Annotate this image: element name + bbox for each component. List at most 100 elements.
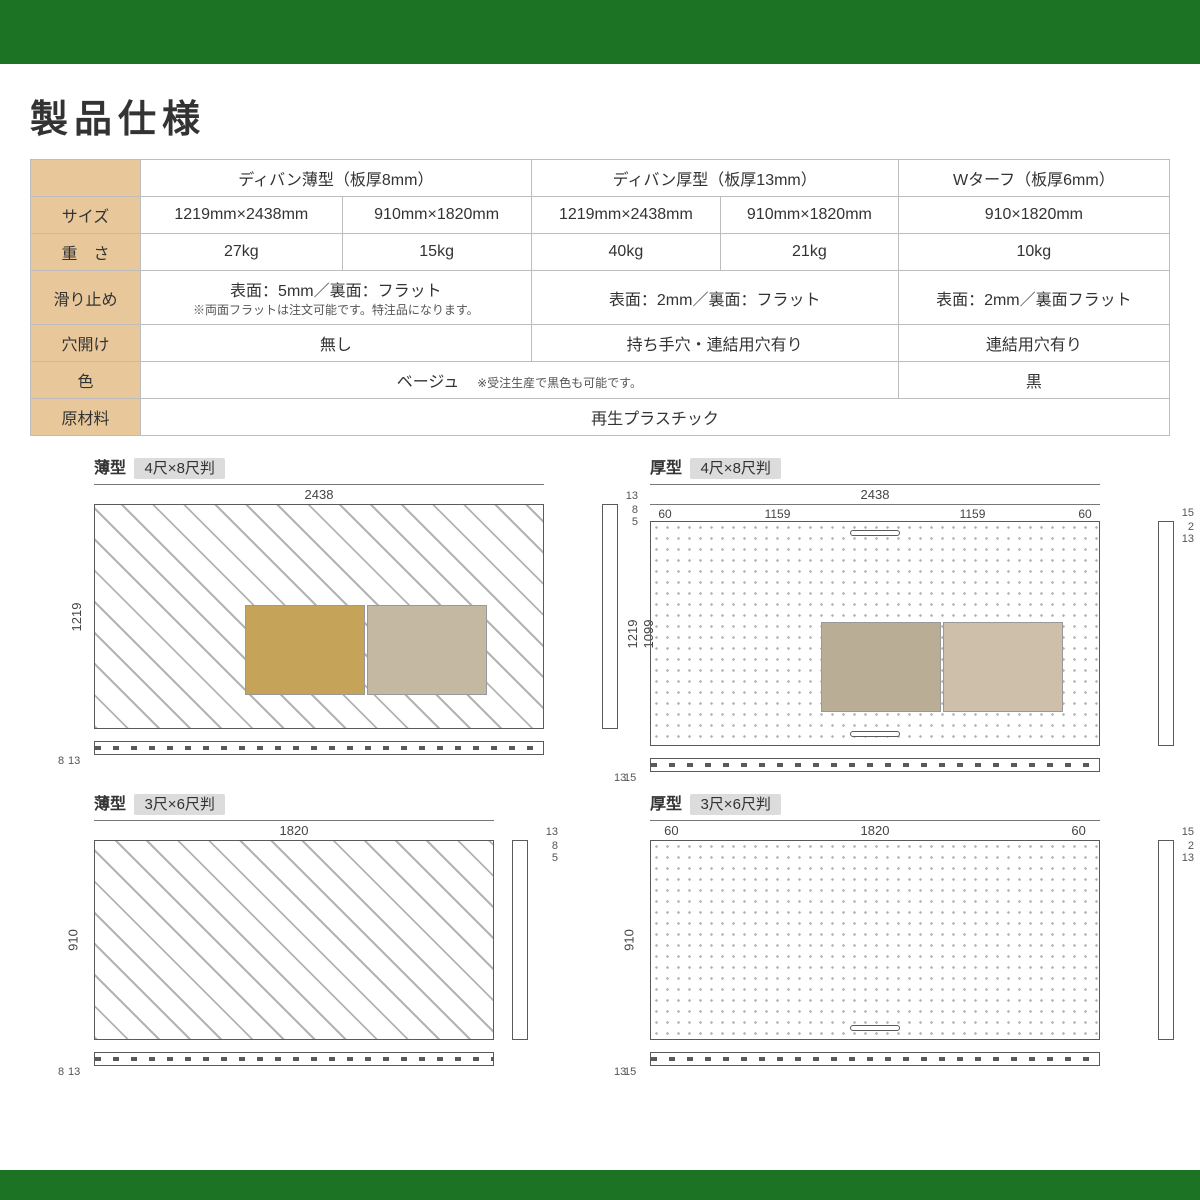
thk: 8 — [58, 755, 64, 767]
thk: 13 — [68, 755, 80, 767]
dim-width: 2438 — [650, 484, 1100, 502]
type-label: 薄型 — [94, 796, 126, 813]
cell: 無し — [141, 325, 532, 362]
page-title: 製品仕様 — [30, 88, 1170, 143]
dim-width: 2438 — [94, 484, 544, 502]
cell: 27kg — [141, 234, 343, 271]
cell: 黒 — [898, 362, 1169, 399]
cell: 表面：2mm／裏面フラット — [898, 271, 1169, 325]
seg: 60 — [1070, 507, 1100, 521]
panel — [650, 521, 1100, 746]
panel — [650, 840, 1100, 1040]
cell: 910×1820mm — [898, 197, 1169, 234]
note: ※受注生産で黒色も可能です。 — [477, 376, 642, 390]
seg: 1159 — [680, 507, 875, 521]
row-size: サイズ — [31, 197, 141, 234]
thk: 5 — [552, 852, 558, 864]
thk: 13 — [1182, 533, 1194, 545]
side-profile-v — [512, 840, 528, 1040]
cell: 21kg — [721, 234, 899, 271]
row-color: 色 — [31, 362, 141, 399]
seg: 1820 — [695, 823, 1055, 838]
col-thin: ディバン薄型（板厚8mm） — [141, 160, 532, 197]
panel-wrap: 1219 13 8 5 — [54, 504, 590, 729]
thk: 15 — [1182, 826, 1194, 838]
thk: 15 — [1182, 507, 1194, 519]
dim-segments: 60 1159 1159 60 — [650, 504, 1100, 521]
diagram-thin-3x6: 薄型 3尺×6尺判 1820 910 13 8 5 13 8 — [54, 790, 590, 1066]
diagram-thick-4x8: 厚型 4尺×8尺判 2438 60 1159 1159 60 1219 1099 — [610, 454, 1146, 772]
cell: 10kg — [898, 234, 1169, 271]
side-profile-h — [650, 1052, 1100, 1066]
swatch-front — [821, 622, 941, 712]
panel-wrap: 910 13 8 5 — [54, 840, 590, 1040]
size-chip: 4尺×8尺判 — [690, 458, 780, 479]
note: ※両面フラットは注文可能です。特注品になります。 — [145, 301, 527, 318]
thk: 8 — [58, 1066, 64, 1078]
dim-height: 910 — [65, 929, 80, 951]
panel — [94, 504, 544, 729]
text: ベージュ — [397, 374, 460, 391]
row-slip: 滑り止め — [31, 271, 141, 325]
seg: 1159 — [875, 507, 1070, 521]
col-thick: ディバン厚型（板厚13mm） — [531, 160, 898, 197]
handle-slot — [850, 530, 900, 536]
content: 製品仕様 ディバン薄型（板厚8mm） ディバン厚型（板厚13mm） Wターフ（板… — [0, 64, 1200, 1066]
cell: 持ち手穴・連結用穴有り — [531, 325, 898, 362]
diagram-title: 厚型 3尺×6尺判 — [650, 790, 1146, 814]
size-chip: 4尺×8尺判 — [134, 458, 224, 479]
texture-swatches — [821, 622, 1063, 712]
dim-width: 60 1820 60 — [650, 820, 1100, 838]
tread-pattern — [651, 841, 1099, 1039]
thk: 13 — [546, 826, 558, 838]
thk: 2 — [1188, 840, 1194, 852]
cell: 表面：2mm／裏面：フラット — [531, 271, 898, 325]
diagram-thin-4x8: 薄型 4尺×8尺判 2438 1219 13 8 5 13 — [54, 454, 590, 772]
cell: 連結用穴有り — [898, 325, 1169, 362]
footer-bar — [0, 1170, 1200, 1200]
thk: 8 — [632, 504, 638, 516]
thk: 13 — [614, 772, 626, 784]
diagram-title: 薄型 4尺×8尺判 — [94, 454, 590, 478]
text: 表面：5mm／裏面：フラット — [230, 283, 442, 300]
thk: 13 — [68, 1066, 80, 1078]
thk: 2 — [1188, 521, 1194, 533]
cell: 1219mm×2438mm — [141, 197, 343, 234]
panel-wrap: 910 15 2 13 — [610, 840, 1146, 1040]
panel — [94, 840, 494, 1040]
diagram-title: 薄型 3尺×6尺判 — [94, 790, 590, 814]
diagrams-grid: 薄型 4尺×8尺判 2438 1219 13 8 5 13 — [30, 454, 1170, 1066]
side-profile-h — [650, 758, 1100, 772]
dim-width: 1820 — [94, 820, 494, 838]
dim-height: 1219 — [69, 602, 84, 631]
thk: 13 — [1182, 852, 1194, 864]
diagram-thick-3x6: 厚型 3尺×6尺判 60 1820 60 910 15 2 13 15 — [610, 790, 1146, 1066]
side-profile-h — [94, 741, 544, 755]
size-chip: 3尺×6尺判 — [134, 794, 224, 815]
dim-height: 1219 — [625, 619, 640, 648]
type-label: 厚型 — [650, 460, 682, 477]
handle-slot — [850, 731, 900, 737]
seg: 60 — [650, 507, 680, 521]
side-profile-h — [94, 1052, 494, 1066]
handle-slot — [850, 1025, 900, 1031]
swatch-front — [245, 605, 365, 695]
seg: 60 — [651, 823, 691, 838]
type-label: 厚型 — [650, 796, 682, 813]
row-hole: 穴開け — [31, 325, 141, 362]
swatch-back — [943, 622, 1063, 712]
cell: 910mm×1820mm — [721, 197, 899, 234]
side-profile-v — [1158, 840, 1174, 1040]
cell: 40kg — [531, 234, 720, 271]
thk: 13 — [614, 1066, 626, 1078]
cell: 1219mm×2438mm — [531, 197, 720, 234]
cell: 表面：5mm／裏面：フラット ※両面フラットは注文可能です。特注品になります。 — [141, 271, 532, 325]
col-wturf: Wターフ（板厚6mm） — [898, 160, 1169, 197]
cell: 910mm×1820mm — [342, 197, 531, 234]
size-chip: 3尺×6尺判 — [690, 794, 780, 815]
diagram-title: 厚型 4尺×8尺判 — [650, 454, 1146, 478]
cell: 15kg — [342, 234, 531, 271]
dim-height: 910 — [621, 929, 636, 951]
row-weight: 重 さ — [31, 234, 141, 271]
thk: 13 — [626, 490, 638, 502]
